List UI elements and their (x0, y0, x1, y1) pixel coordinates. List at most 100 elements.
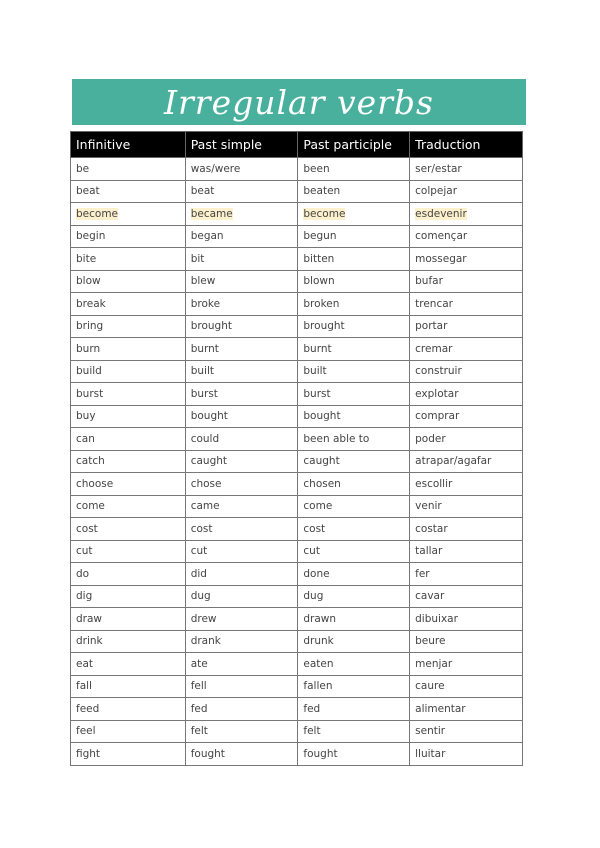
cell-traduction: cremar (409, 337, 523, 361)
cell-text: lluitar (415, 747, 446, 760)
cell-text: caught (190, 455, 228, 468)
cell-text: drunk (303, 635, 334, 648)
cell-traduction: mossegar (409, 247, 523, 271)
cell-past-simple: fell (184, 674, 299, 698)
cell-text: dig (76, 590, 93, 603)
cell-text: eaten (303, 657, 334, 670)
cell-text: built (303, 365, 327, 378)
cell-text: burst (303, 387, 331, 400)
cell-text: begin (76, 230, 106, 243)
cell-text: choose (76, 477, 114, 490)
cell-text: come (303, 500, 333, 513)
cell-text: can (76, 432, 95, 445)
cell-traduction: menjar (409, 652, 523, 676)
cell-text: began (190, 230, 224, 243)
cell-past-participle: blown (297, 269, 411, 293)
table-header-row: Infinitive Past simple Past participle T… (70, 131, 523, 158)
cell-past-participle: drunk (297, 629, 411, 653)
cell-past-simple: burst (184, 382, 299, 406)
cell-traduction: alimentar (409, 697, 523, 721)
cell-infinitive: fight (70, 742, 186, 766)
table-row: burst burst burst explotar (70, 382, 523, 406)
table-row: cut cut cut tallar (70, 539, 523, 563)
cell-text: become (303, 207, 346, 220)
cell-text: comprar (415, 410, 460, 423)
cell-past-participle: felt (297, 719, 411, 743)
cell-traduction: lluitar (409, 742, 523, 766)
cell-past-participle: dug (297, 584, 411, 608)
cell-past-simple: cost (184, 517, 299, 541)
cell-infinitive: break (70, 292, 186, 316)
cell-text: begun (303, 230, 337, 243)
cell-text: mossegar (415, 252, 467, 265)
cell-text: broken (303, 297, 340, 310)
cell-traduction: trencar (409, 292, 523, 316)
cell-text: fight (76, 747, 101, 760)
table-row: feel felt felt sentir (70, 719, 523, 743)
cell-traduction: poder (409, 427, 523, 451)
cell-text: felt (303, 725, 321, 738)
cell-traduction: sentir (409, 719, 523, 743)
cell-text: bufar (415, 275, 443, 288)
table-row: drink drank drunk beure (70, 629, 523, 653)
cell-text: caure (415, 680, 445, 693)
cell-traduction: colpejar (409, 179, 523, 203)
cell-text: fer (415, 567, 430, 580)
cell-text: venir (415, 500, 442, 513)
table-row: bring brought brought portar (70, 314, 523, 338)
cell-text: brought (190, 320, 232, 333)
cell-past-participle: burst (297, 382, 411, 406)
cell-traduction: dibuixar (409, 607, 523, 631)
cell-text: beat (190, 185, 215, 198)
cell-traduction: escollir (409, 472, 523, 496)
cell-past-participle: cut (297, 539, 411, 563)
cell-traduction: construir (409, 359, 523, 383)
cell-infinitive: catch (70, 449, 186, 473)
table-row: build built built construir (70, 359, 523, 383)
cell-infinitive: feed (70, 697, 186, 721)
cell-infinitive: buy (70, 404, 186, 428)
cell-text: do (76, 567, 90, 580)
cell-text: cavar (415, 590, 445, 603)
cell-text: beat (76, 185, 100, 198)
cell-text: fed (303, 702, 321, 715)
cell-infinitive: blow (70, 269, 186, 293)
cell-text: escollir (415, 477, 453, 490)
header-past-simple: Past simple (184, 131, 299, 158)
cell-text: burnt (303, 342, 332, 355)
cell-text: been able to (303, 432, 370, 445)
table-row: become became become esdevenir (70, 202, 523, 226)
cell-text: fed (190, 702, 208, 715)
cell-traduction: bufar (409, 269, 523, 293)
cell-infinitive: be (70, 157, 186, 181)
table-row: feed fed fed alimentar (70, 697, 523, 721)
cell-past-participle: fed (297, 697, 411, 721)
cell-past-participle: been able to (297, 427, 411, 451)
cell-text: sentir (415, 725, 446, 738)
cell-text: dug (303, 590, 324, 603)
cell-traduction: esdevenir (409, 202, 523, 226)
cell-text: bought (190, 410, 228, 423)
cell-traduction: beure (409, 629, 523, 653)
cell-past-participle: eaten (297, 652, 411, 676)
cell-text: dug (190, 590, 211, 603)
cell-text: drank (190, 635, 221, 648)
cell-text: ate (190, 657, 208, 670)
cell-traduction: explotar (409, 382, 523, 406)
cell-past-participle: fought (297, 742, 411, 766)
cell-text: drawn (303, 612, 337, 625)
cell-past-participle: drawn (297, 607, 411, 631)
cell-past-simple: felt (184, 719, 299, 743)
cell-text: cut (190, 545, 208, 558)
cell-text: done (303, 567, 330, 580)
cell-traduction: tallar (409, 539, 523, 563)
cell-text: cost (76, 522, 98, 535)
cell-text: broke (190, 297, 221, 310)
cell-text: alimentar (415, 702, 466, 715)
cell-past-participle: bitten (297, 247, 411, 271)
cell-past-simple: could (184, 427, 299, 451)
cell-text: become (76, 207, 119, 220)
cell-past-simple: caught (184, 449, 299, 473)
cell-text: could (190, 432, 220, 445)
cell-text: tallar (415, 545, 443, 558)
